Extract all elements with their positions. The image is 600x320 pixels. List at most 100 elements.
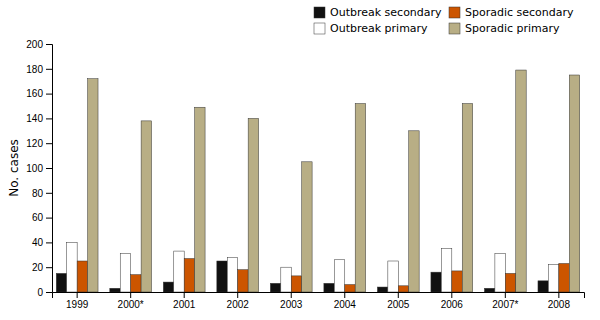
tick-label: 2008: [548, 299, 571, 310]
tick-label: 2003: [280, 299, 303, 310]
tick: 60: [32, 212, 52, 223]
tick: 2002: [227, 292, 250, 310]
bar: [559, 263, 569, 292]
bar: [77, 261, 87, 292]
tick-mark: [130, 292, 131, 298]
tick-mark: [46, 242, 52, 243]
tick-mark: [451, 292, 452, 298]
tick-mark: [46, 193, 52, 194]
tick-label: 140: [26, 113, 43, 124]
bar: [355, 104, 365, 292]
y-axis: 0 20 40 60 80 100 120 140 160 180 200: [26, 39, 52, 298]
bar: [452, 271, 462, 292]
axis-line: [46, 45, 53, 293]
tick-label: 2000*: [118, 299, 144, 310]
tick: 2003: [280, 292, 303, 310]
tick: 2008: [548, 292, 571, 310]
tick-label: 160: [26, 88, 43, 99]
bar: [398, 286, 408, 292]
legend-swatch: [314, 7, 325, 18]
tick-mark: [46, 118, 52, 119]
tick: 20: [32, 262, 52, 273]
tick-mark: [77, 292, 78, 298]
legend-label: Outbreak primary: [330, 22, 428, 35]
tick-mark: [237, 292, 238, 298]
tick: 2000*: [118, 292, 144, 310]
tick-mark: [46, 218, 52, 219]
bar: [334, 260, 344, 292]
bar: [163, 282, 173, 292]
bar: [281, 267, 291, 292]
legend-swatch: [449, 7, 460, 18]
tick-label: 80: [32, 188, 44, 199]
tick-label: 1999: [66, 299, 89, 310]
bar: [462, 104, 472, 292]
tick: 200: [26, 39, 52, 50]
tick-mark: [505, 292, 506, 298]
tick: 80: [32, 188, 52, 199]
tick-mark: [46, 94, 52, 95]
bar-series: [88, 70, 580, 292]
tick-label: 2002: [227, 299, 250, 310]
tick-mark: [291, 292, 292, 298]
legend: Outbreak secondary Outbreak primary Sporad…: [314, 6, 574, 35]
bar: [388, 261, 398, 292]
y-axis-title: No. cases: [7, 139, 21, 197]
bar: [484, 288, 494, 292]
bar: [131, 275, 141, 292]
tick-label: 200: [26, 39, 43, 50]
legend-swatch: [449, 23, 460, 34]
x-axis: 19992000*2001200220032004200520062007*20…: [53, 292, 585, 310]
tick: 160: [26, 88, 52, 99]
tick-label: 180: [26, 64, 43, 75]
tick-mark: [398, 292, 399, 298]
tick: 0: [37, 287, 52, 298]
bar: [538, 281, 548, 292]
legend-label: Sporadic primary: [465, 22, 560, 35]
tick-mark: [558, 292, 559, 298]
legend-swatch: [314, 23, 325, 34]
tick: 2004: [334, 292, 357, 310]
bar: [120, 254, 130, 292]
bar: [110, 288, 120, 292]
bar: [67, 242, 77, 292]
tick-label: 2004: [334, 299, 357, 310]
tick-label: 40: [32, 237, 44, 248]
legend-item: Outbreak primary: [314, 22, 428, 35]
bar: [495, 254, 505, 292]
bar: [516, 70, 526, 292]
bar: [324, 283, 334, 292]
tick: 2001: [173, 292, 196, 310]
bar: [174, 251, 184, 292]
tick: 40: [32, 237, 52, 248]
tick: 2006: [441, 292, 464, 310]
tick-mark: [46, 143, 52, 144]
tick-label: 2006: [441, 299, 464, 310]
tick: 2007*: [492, 292, 518, 310]
bar-series: [67, 242, 559, 292]
chart: 19992000*2001200220032004200520062007*20…: [0, 0, 600, 320]
tick-label: 20: [32, 262, 44, 273]
bar: [238, 270, 248, 292]
bar: [88, 79, 98, 292]
legend-label: Sporadic secondary: [465, 6, 574, 19]
bars: [56, 70, 579, 292]
bar: [505, 273, 515, 292]
bar: [291, 276, 301, 292]
tick-label: 120: [26, 138, 43, 149]
legend-label: Outbreak secondary: [330, 6, 442, 19]
tick-mark: [46, 69, 52, 70]
tick: 1999: [66, 292, 89, 310]
tick-label: 60: [32, 212, 44, 223]
bar: [217, 261, 227, 292]
tick-label: 2007*: [492, 299, 518, 310]
legend-item: Outbreak secondary: [314, 6, 442, 19]
bar: [227, 257, 237, 292]
bar: [195, 107, 205, 292]
tick-mark: [46, 44, 52, 45]
tick-mark: [46, 168, 52, 169]
tick-mark: [46, 267, 52, 268]
bar: [548, 265, 558, 292]
legend-item: Sporadic secondary: [449, 6, 574, 19]
tick: 100: [26, 163, 52, 174]
